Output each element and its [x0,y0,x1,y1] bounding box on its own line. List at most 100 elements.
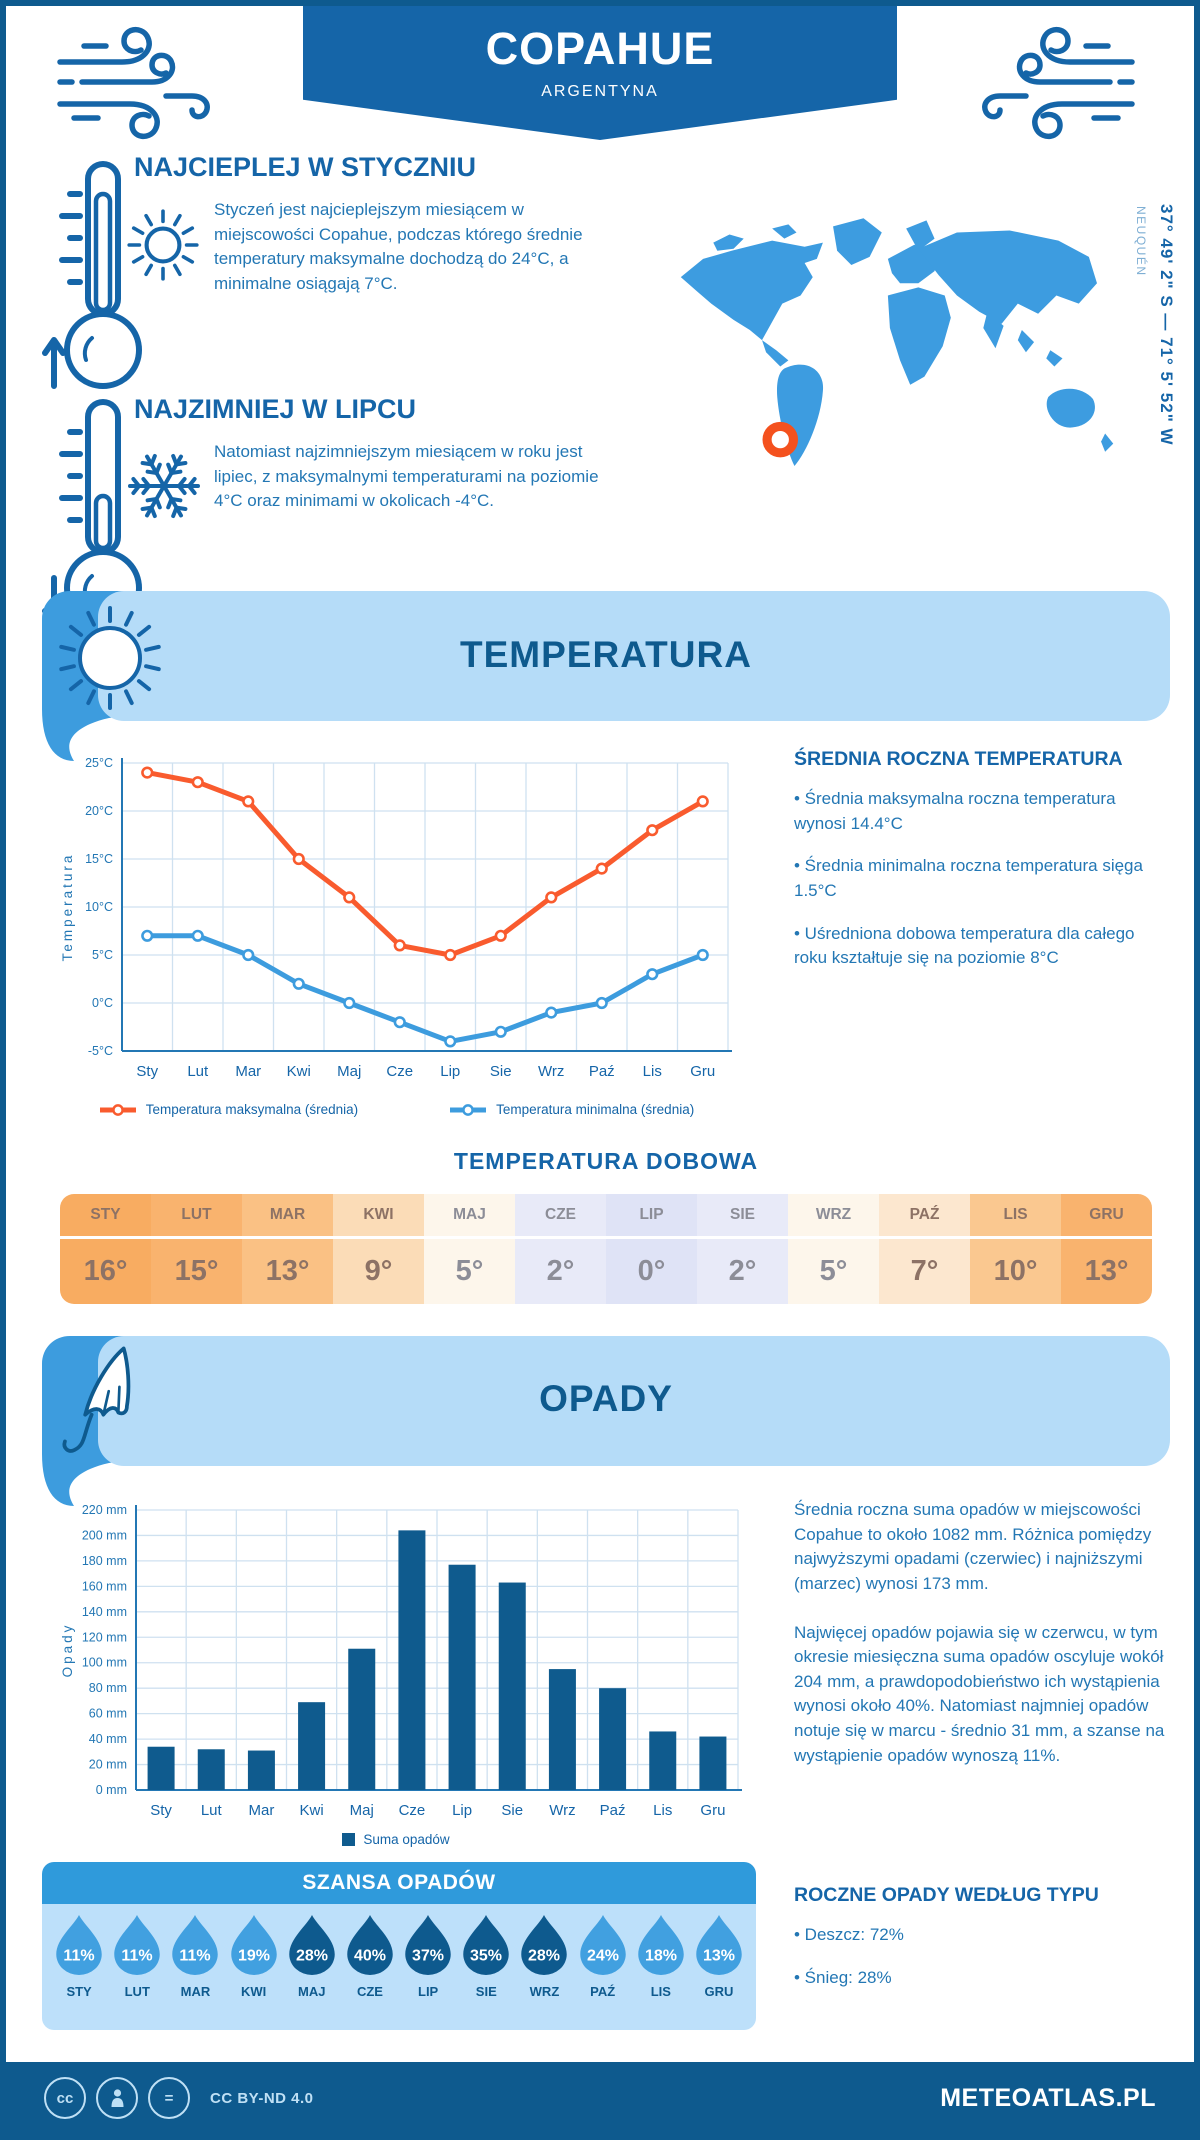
chance-drop: 13% GRU [690,1914,748,2030]
svg-text:-5°C: -5°C [88,1044,113,1058]
svg-text:Mar: Mar [235,1063,261,1080]
daily-temp-value: 5° [788,1239,879,1304]
svg-text:Temperatura: Temperatura [60,853,75,962]
precipitation-legend: Suma opadów [66,1832,726,1847]
svg-text:Lut: Lut [201,1802,223,1819]
umbrella-icon [62,1346,131,1453]
svg-text:19%: 19% [238,1948,270,1965]
raindrop-icon: 28% [289,1915,335,1975]
snowflake-icon [128,453,200,519]
daily-temp-cell: LUT 15° [151,1194,242,1304]
svg-text:Lis: Lis [643,1063,662,1080]
chance-drop: 19% KWI [225,1914,283,2030]
svg-text:160 mm: 160 mm [82,1579,127,1593]
temperature-legend: Temperatura maksymalna (średnia) Temperat… [66,1102,726,1117]
chance-drop: 40% CZE [341,1914,399,2030]
svg-text:Wrz: Wrz [538,1063,564,1080]
legend-label: Suma opadów [363,1832,450,1847]
daily-temp-month: MAR [242,1194,333,1239]
precipitation-type-panel: ROCZNE OPADY WEDŁUG TYPU • Deszcz: 72% • … [794,1884,1176,2008]
raindrop-icon: 13% [696,1915,742,1975]
page-subtitle: ARGENTYNA [541,83,659,100]
annual-temperature-heading: ŚREDNIA ROCZNA TEMPERATURA [794,748,1123,770]
svg-text:Sty: Sty [136,1063,158,1080]
svg-text:140 mm: 140 mm [82,1605,127,1619]
daily-temperature-heading: TEMPERATURA DOBOWA [453,1148,759,1174]
precipitation-chance-panel: SZANSA OPADÓW 11% STY 11% LUT 11% MAR 19% KWI 28… [42,1862,756,2030]
wind-icon [57,27,210,139]
cc-icon: cc [44,2077,86,2119]
daily-temp-value: 2° [697,1239,788,1304]
chance-month: SIE [475,1984,497,1999]
svg-text:37%: 37% [412,1948,444,1965]
svg-text:Kwi: Kwi [299,1802,323,1819]
svg-text:180 mm: 180 mm [82,1554,127,1568]
page-title: COPAHUE [485,23,715,74]
raindrop-icon: 40% [347,1915,393,1975]
chance-month: WRZ [529,1984,560,1999]
raindrop-icon: 18% [638,1915,684,1975]
daily-temp-cell: LIS 10° [970,1194,1061,1304]
svg-text:Paź: Paź [600,1802,626,1819]
svg-text:11%: 11% [180,1948,211,1965]
svg-text:Kwi: Kwi [287,1063,311,1080]
footer: cc = CC BY-ND 4.0 METEOATLAS.PL [6,2062,1194,2134]
svg-text:15°C: 15°C [85,852,113,866]
svg-text:24%: 24% [587,1948,619,1965]
svg-text:10°C: 10°C [85,900,113,914]
precipitation-chance-drops: 11% STY 11% LUT 11% MAR 19% KWI 28% MAJ 40% CZE 37% L… [42,1904,756,2030]
daily-temp-month: PAŹ [879,1194,970,1239]
raindrop-icon: 28% [521,1915,568,1975]
svg-text:11%: 11% [122,1948,153,1965]
daily-temp-cell: PAŹ 7° [879,1194,970,1304]
precipitation-type-bullets: • Deszcz: 72% • Śnieg: 28% [794,1923,1176,1990]
svg-text:100 mm: 100 mm [82,1656,127,1670]
svg-text:0°C: 0°C [92,996,113,1010]
wind-icon [982,27,1135,139]
thermometer-up-icon [42,161,142,389]
svg-text:11%: 11% [64,1948,95,1965]
precipitation-type-heading: ROCZNE OPADY WEDŁUG TYPU [794,1884,1099,1906]
daily-temperature-table: STY 16° LUT 15° MAR 13° KWI 9° MAJ 5° CZE 2° LIP 0° SI… [60,1194,1152,1304]
svg-text:28%: 28% [296,1948,328,1965]
daily-temp-month: STY [60,1194,151,1239]
temperature-title: TEMPERATURA [460,634,752,675]
svg-text:Cze: Cze [399,1802,426,1819]
svg-text:Lip: Lip [452,1802,472,1819]
daily-temp-value: 0° [606,1239,697,1304]
region-label: NEUQUÉN [1134,206,1148,277]
chance-drop: 28% MAJ [283,1914,341,2030]
chance-drop: 18% LIS [632,1914,690,2030]
annual-temperature-bullets: • Średnia maksymalna roczna temperatura … [794,787,1172,971]
svg-text:13%: 13% [703,1948,735,1965]
svg-text:18%: 18% [645,1948,677,1965]
cold-paragraph: Natomiast najzimniejszym miesiącem w rok… [214,442,599,511]
chance-drop: 28% WRZ [515,1914,573,2030]
precipitation-paragraph: Średnia roczna suma opadów w miejscowośc… [794,1500,1152,1593]
raindrop-icon: 19% [230,1915,277,1975]
precipitation-summary: Średnia roczna suma opadów w miejscowośc… [794,1498,1176,1768]
legend-item: Temperatura maksymalna (średnia) [98,1102,358,1117]
daily-temp-value: 2° [515,1239,606,1304]
chance-drop: 35% SIE [457,1914,515,2030]
daily-temp-value: 13° [242,1239,333,1304]
daily-temp-cell: MAJ 5° [424,1194,515,1304]
chance-month: GRU [704,1984,734,1999]
svg-text:220 mm: 220 mm [82,1503,127,1517]
raindrop-icon: 11% [172,1915,219,1975]
precipitation-bar-chart: 0 mm 20 mm 40 mm 60 mm 80 mm 100 mm 120 mm 140 … [60,1503,742,1819]
chance-month: LIP [418,1984,439,1999]
daily-temp-value: 7° [879,1239,970,1304]
legend-label: Temperatura maksymalna (średnia) [145,1102,359,1117]
svg-text:Lip: Lip [440,1063,460,1080]
legend-label: Temperatura minimalna (średnia) [496,1102,695,1117]
chance-drop: 11% MAR [166,1914,224,2030]
daily-temp-cell: GRU 13° [1061,1194,1152,1304]
daily-temp-month: LIP [606,1194,697,1239]
list-item: • Średnia minimalna roczna temperatura s… [794,856,1143,900]
world-map [680,218,1114,466]
raindrop-icon: 11% [114,1915,160,1975]
svg-text:20 mm: 20 mm [89,1758,127,1772]
svg-text:200 mm: 200 mm [82,1528,127,1542]
